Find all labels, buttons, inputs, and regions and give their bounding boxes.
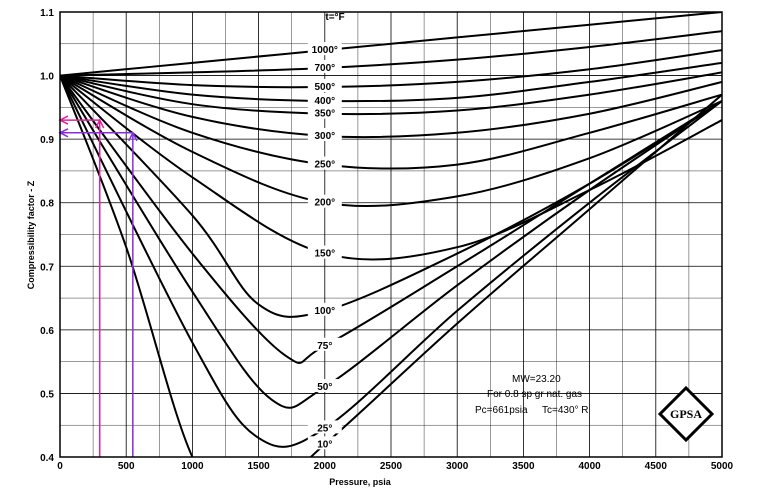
unit-label: t=°F [325,12,344,23]
curve-label: 350° [314,109,335,120]
curve-label-bg [307,194,342,208]
curve-label: 400° [314,96,335,107]
curve-label: 1000° [312,45,338,56]
curve-label-bg [307,302,342,316]
curve-label: 10° [317,439,332,450]
x-tick-label: 4000 [578,461,601,472]
annotation-box: MW=23.20 For 0.8 sp gr nat. gas Pc=661ps… [475,374,589,416]
curve-label-bg [307,105,342,119]
x-tick-label: 500 [118,461,135,472]
y-tick-label: 1.1 [40,8,54,19]
curve-labels: 1000° 700° 500° 400° 350° 300° 250° 200° 150° 100… [307,42,342,450]
y-axis-label: Compressibility factor - Z [26,180,36,289]
y-tick-label: 0.8 [40,199,54,210]
grid [59,11,723,458]
curve-label-bg [307,42,342,56]
curve-150F [60,74,722,261]
x-tick-label: 4500 [645,461,668,472]
x-tick-label: 1500 [247,461,270,472]
curve-label-bg [307,420,342,434]
curve-label-bg [307,59,342,73]
logo-text: GPSA [670,407,702,421]
pink-marker-arrow-up [95,118,105,129]
curve-500F [60,49,722,89]
curve-label-bg [307,127,342,141]
plot-frame [59,11,723,458]
curve-label: 300° [314,131,335,142]
y-tick-label: 0.4 [40,453,54,464]
x-tick-label: 3500 [512,461,535,472]
curve-10F [60,75,722,457]
tick-labels: 0 500 1000 1500 2000 2500 3000 3500 4000 4500 5000… [40,8,733,472]
gpsa-logo: GPSA [657,385,715,443]
curve-700F [60,30,722,77]
curve-label-bg [307,245,342,259]
x-tick-label: 2000 [314,461,337,472]
curve-label: 25° [317,423,332,434]
curve-1000F [60,12,722,77]
markers [58,115,138,457]
curve-label: 700° [314,63,335,74]
curve-250F [60,74,722,170]
curve-label-bg [307,436,342,450]
purple-marker-arrow-up [128,131,138,142]
curve-400F [60,61,722,103]
curve-label: 250° [314,160,335,171]
tc-text: Tc=430° R [542,405,589,416]
curve-label-bg [307,379,342,393]
curve-350F [60,71,722,116]
y-tick-label: 0.5 [40,389,54,400]
x-tick-label: 5000 [711,461,734,472]
curve-300F [60,74,722,139]
curve-label-bg [307,79,342,93]
y-tick-label: 0.6 [40,326,54,337]
x-tick-label: 2500 [380,461,403,472]
curve-label: 50° [317,382,332,393]
curve-label: 500° [314,82,335,93]
x-tick-label: 3000 [446,461,469,472]
x-tick-label: 0 [57,461,63,472]
curve-200F [60,74,722,208]
y-tick-label: 1.0 [40,72,54,83]
y-tick-label: 0.7 [40,262,54,273]
curve-label-bg [307,93,342,106]
curve-label-bg [307,156,342,170]
curve-label: 100° [314,306,335,317]
curve-label: 75° [317,341,332,352]
curve-label-bg [307,337,342,351]
x-axis-label: Pressure, psia [329,477,392,487]
y-tick-label: 0.9 [40,135,54,146]
pc-text: Pc=661psia [475,405,528,416]
mw-text: MW=23.20 [512,374,561,385]
curve-label: 150° [314,249,335,260]
curve-label: 200° [314,198,335,209]
x-tick-label: 1000 [181,461,204,472]
gas-text: For 0.8 sp gr nat. gas [487,389,582,400]
